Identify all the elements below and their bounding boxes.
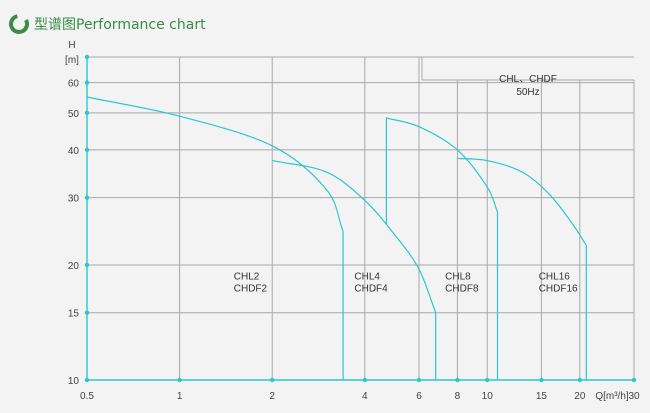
y-tick-label: 30 [68, 194, 80, 205]
axes [84, 54, 637, 383]
y-tick-label: 20 [68, 261, 80, 272]
x-tick-label: 6 [416, 391, 422, 402]
y-tick-label: 40 [68, 146, 80, 157]
y-tick-label: 10 [68, 376, 80, 387]
y-tick-dot [84, 310, 90, 315]
y-axis-unit: [m] [65, 55, 79, 66]
y-tick-dot [84, 262, 90, 268]
legend-text: CHL、CHDF [499, 74, 557, 85]
series-line-4 [457, 157, 587, 380]
y-tick-dot [84, 80, 90, 85]
x-tick-label: 8 [455, 391, 461, 402]
y-axis-end-dot [84, 54, 90, 60]
x-tick-dot [177, 377, 182, 383]
y-tick-dot [84, 377, 90, 383]
chart-title: 型谱图Performance chart [34, 17, 206, 33]
chart-text: 0.5 1 2 4 6 8 10 15 20 30 10 15 20 30 40 50 60 H [m] Q[m³/h… [65, 40, 640, 402]
x-tick-label: 4 [362, 391, 368, 402]
x-tick-dot [455, 377, 460, 383]
series-line-3 [385, 117, 499, 380]
y-axis-label: H [68, 40, 75, 51]
series-label-1: CHL2 [234, 272, 260, 283]
y-tick-label: 50 [68, 109, 80, 120]
y-tick-dot [84, 195, 90, 200]
series-label-4: CHL16 [539, 272, 571, 283]
series-label-3: CHL8 [445, 272, 471, 283]
series-label-1: CHDF2 [234, 284, 268, 295]
x-tick-label: 0.5 [80, 391, 94, 402]
legend-text: 50Hz [516, 87, 539, 98]
series-label-2: CHDF4 [354, 284, 388, 295]
series-label-3: CHDF8 [445, 284, 479, 295]
x-tick-dot [577, 377, 583, 383]
x-tick-dot [362, 377, 368, 383]
series-line-1 [86, 96, 344, 380]
y-tick-label: 60 [68, 79, 80, 90]
y-tick-dot [84, 110, 90, 116]
x-tick-label: 1 [177, 391, 183, 402]
grid-lines [87, 56, 635, 380]
x-tick-label: 30 [628, 391, 640, 402]
x-tick-dot [485, 377, 490, 383]
x-tick-dot [539, 377, 544, 383]
chart-header: 型谱图Performance chart [8, 12, 206, 36]
series-line-2 [272, 160, 437, 380]
pump-curves [86, 96, 587, 380]
y-tick-label: 15 [68, 309, 80, 320]
x-tick-label: 2 [269, 391, 275, 402]
x-axis-label: Q[m³/h] [595, 391, 629, 402]
green-ring-icon [9, 14, 29, 34]
series-label-2: CHL4 [354, 272, 380, 283]
y-tick-dot [84, 147, 90, 153]
x-tick-label: 20 [574, 391, 586, 402]
x-tick-label: 10 [482, 391, 494, 402]
series-label-4: CHDF16 [539, 284, 578, 295]
x-tick-label: 15 [536, 391, 548, 402]
x-tick-dot [270, 377, 275, 383]
x-tick-dot [631, 377, 637, 383]
x-tick-dot [416, 377, 422, 383]
